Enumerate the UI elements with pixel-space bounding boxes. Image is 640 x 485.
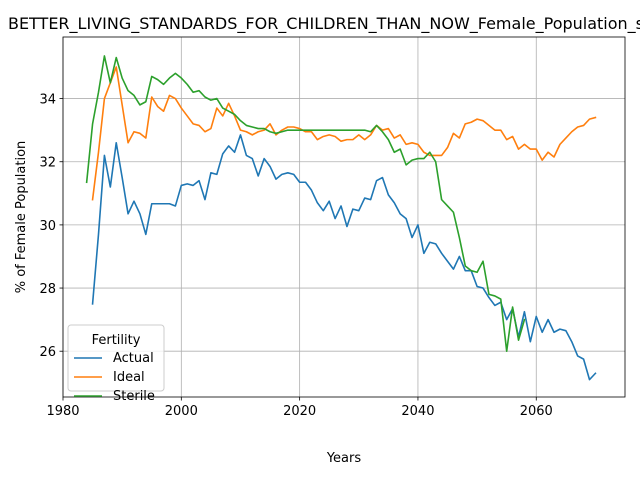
x-axis-label: Years [326, 451, 362, 466]
series-line-actual [93, 135, 596, 380]
y-tick-label: 26 [39, 345, 56, 360]
y-tick-label: 28 [39, 282, 56, 297]
x-tick-label: 2000 [165, 404, 198, 419]
x-tick-label: 2040 [401, 404, 434, 419]
series-line-ideal [93, 67, 596, 200]
x-tick-label: 2060 [520, 404, 553, 419]
legend: Fertility Actual Ideal Sterile [68, 325, 164, 404]
legend-label-ideal: Ideal [113, 370, 145, 385]
y-axis-label: % of Female Population [14, 141, 29, 294]
y-tick-label: 32 [39, 156, 56, 171]
legend-title: Fertility [92, 333, 141, 348]
y-tick-label: 34 [39, 93, 56, 108]
legend-label-sterile: Sterile [113, 389, 155, 404]
y-tick-label: 30 [39, 219, 56, 234]
chart-title: BETTER_LIVING_STANDARDS_FOR_CHILDREN_THA… [8, 14, 640, 34]
legend-label-actual: Actual [113, 351, 154, 366]
x-tick-label: 2020 [283, 404, 316, 419]
x-tick-label: 1980 [46, 404, 79, 419]
